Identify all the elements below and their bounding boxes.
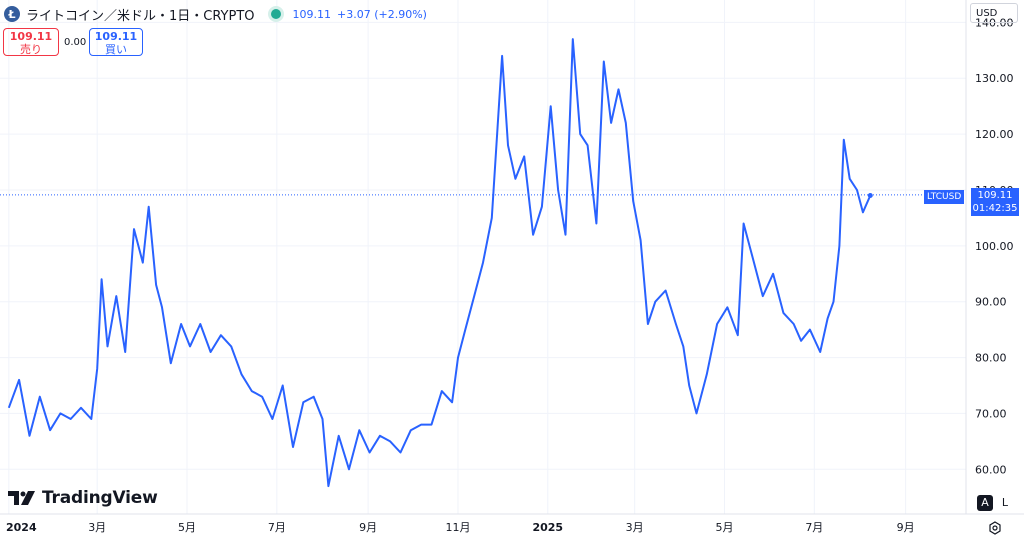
bar-countdown: 01:42:35 (972, 203, 1018, 214)
buy-price: 109.11 (94, 30, 138, 43)
buy-button[interactable]: 109.11 買い (89, 28, 143, 56)
litecoin-icon: Ł (4, 6, 20, 22)
last-price-marker (867, 193, 873, 199)
x-tick-label: 2024 (6, 521, 37, 534)
symbol-header[interactable]: Ł ライトコイン／米ドル・1日・CRYPTO 109.11 +3.07 (+2.… (4, 4, 427, 24)
y-tick-label: 130.00 (975, 72, 1014, 85)
sell-price: 109.11 (9, 30, 53, 43)
gear-icon[interactable] (988, 521, 1002, 535)
x-tick-label: 5月 (178, 521, 196, 534)
y-tick-label: 60.00 (975, 463, 1007, 476)
tradingview-logo[interactable]: TradingView (8, 488, 158, 508)
price-axis[interactable]: 140.00130.00120.00110.00100.0090.0080.00… (975, 16, 1014, 476)
header-price-change: +3.07 (+2.90%) (337, 7, 427, 21)
x-tick-label: 11月 (445, 521, 470, 534)
auto-scale-button[interactable]: A (977, 495, 993, 511)
x-tick-label: 2025 (532, 521, 563, 534)
market-status-icon (270, 9, 281, 19)
currency-selector[interactable]: USD (970, 3, 1018, 23)
spread-value: 0.00 (64, 37, 87, 48)
time-axis[interactable]: 2024 3月 5月 7月 9月 11月 2025 3月 5月 7月 9月 (6, 521, 915, 534)
x-tick-label: 5月 (716, 521, 734, 534)
x-tick-label: 7月 (268, 521, 286, 534)
last-price-label: 109.11 01:42:35 (971, 188, 1019, 216)
y-tick-label: 120.00 (975, 128, 1014, 141)
tradingview-icon (8, 491, 35, 505)
y-tick-label: 90.00 (975, 296, 1007, 309)
y-tick-label: 100.00 (975, 240, 1014, 253)
last-price-value: 109.11 (977, 190, 1013, 201)
x-tick-label: 9月 (359, 521, 377, 534)
x-tick-label: 3月 (626, 521, 644, 534)
header-last-price: 109.11 (292, 7, 332, 21)
symbol-title[interactable]: ライトコイン／米ドル・1日・CRYPTO (26, 8, 255, 24)
sell-button[interactable]: 109.11 売り (3, 28, 59, 56)
brand-name: TradingView (42, 488, 158, 508)
x-tick-label: 3月 (88, 521, 106, 534)
x-tick-label: 7月 (805, 521, 823, 534)
x-tick-label: 9月 (897, 521, 915, 534)
chart-grid (0, 0, 966, 514)
sell-label: 売り (20, 43, 42, 56)
price-series-line (7, 38, 872, 488)
y-tick-label: 70.00 (975, 407, 1007, 420)
log-scale-button[interactable]: L (1001, 496, 1009, 509)
ticker-label: LTCUSD (924, 190, 965, 204)
buy-label: 買い (105, 43, 127, 56)
y-tick-label: 80.00 (975, 352, 1007, 365)
